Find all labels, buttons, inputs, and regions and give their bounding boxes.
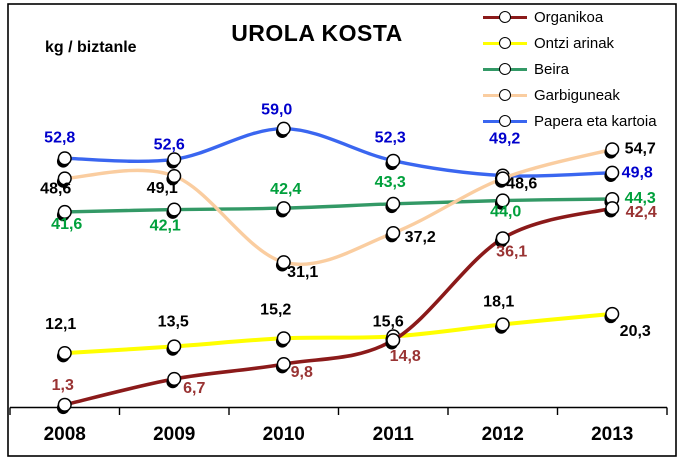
series-line-organikoa	[62, 206, 615, 407]
data-point-marker	[57, 171, 72, 186]
data-point-label: 13,5	[158, 313, 189, 330]
data-point-marker	[605, 165, 620, 180]
data-point-marker	[276, 357, 291, 372]
data-point-marker	[495, 231, 510, 246]
legend-label: Ontzi arinak	[534, 34, 615, 52]
legend-item-ontzi-arinak: Ontzi arinak	[483, 30, 657, 56]
data-point-label: 49,8	[622, 165, 653, 182]
data-point-marker	[276, 121, 291, 136]
data-point-label: 52,8	[44, 129, 75, 146]
data-point-label: 49,1	[147, 180, 178, 197]
data-point-label: 48,6	[40, 180, 71, 197]
x-axis-year-label: 2009	[153, 424, 195, 445]
x-axis-year-label: 2008	[44, 424, 86, 445]
data-point-marker	[167, 339, 182, 354]
legend-line-swatch	[483, 62, 527, 75]
data-point-label: 54,7	[625, 140, 656, 157]
data-point-marker	[386, 153, 401, 168]
data-point-label: 49,2	[489, 131, 520, 148]
data-point-marker	[386, 196, 401, 211]
x-axis-year-label: 2012	[482, 424, 524, 445]
data-point-label: 18,1	[483, 293, 514, 310]
data-point-marker	[495, 171, 510, 186]
y-axis-unit-label: kg / biztanle	[45, 39, 137, 56]
series-garbiguneak: 48,6 49,1 31,1 37,2 48,6 54,7	[40, 140, 656, 281]
series-ontzi-arinak: 12,1 13,5 15,2 15,6 18,1 20,3	[45, 293, 651, 363]
data-point-marker	[495, 317, 510, 332]
data-point-label: 42,4	[626, 204, 657, 221]
data-point-marker	[495, 193, 510, 208]
data-point-marker	[276, 201, 291, 216]
data-point-marker	[167, 371, 182, 386]
data-point-label: 15,6	[373, 313, 404, 330]
legend-marker-icon	[498, 62, 511, 75]
data-point-label: 37,2	[405, 229, 436, 246]
data-point-marker	[276, 331, 291, 346]
series-beira: 41,6 42,1 42,4 43,3 44,0 44,3	[51, 174, 656, 235]
legend-label: Beira	[534, 60, 570, 78]
data-point-marker	[57, 397, 72, 412]
legend-line-swatch	[483, 88, 527, 101]
series-line-papera-eta-kartoia	[63, 126, 614, 178]
data-point-label: 15,2	[260, 301, 291, 318]
series-line-garbiguneak	[63, 147, 614, 266]
series-organikoa: 1,3 6,7 9,8 14,8 36,1 42,4	[52, 201, 657, 415]
data-point-label: 1,3	[52, 377, 74, 394]
legend-item-organikoa: Organikoa	[483, 4, 657, 30]
data-point-marker	[167, 202, 182, 217]
series-line-ontzi-arinak	[62, 311, 615, 356]
data-point-label: 52,6	[154, 136, 185, 153]
series-line-beira	[63, 197, 614, 214]
legend-marker-icon	[498, 88, 511, 101]
x-axis-year-label: 2011	[373, 424, 415, 445]
data-point-label: 48,6	[506, 175, 537, 192]
chart-border	[7, 3, 677, 457]
data-point-marker	[167, 152, 182, 167]
legend-line-swatch	[483, 36, 527, 49]
data-point-label: 9,8	[291, 364, 313, 381]
legend-label: Papera eta kartoia	[534, 112, 657, 130]
legend-line-swatch	[483, 10, 527, 23]
data-point-label: 36,1	[496, 243, 527, 260]
x-axis-year-label: 2013	[591, 424, 633, 445]
chart-title: UROLA KOSTA	[231, 20, 403, 46]
legend-item-papera-eta-kartoia: Papera eta kartoia	[483, 108, 657, 134]
legend-marker-icon	[498, 114, 511, 127]
legend: Organikoa Ontzi arinak Beira Garbiguneak…	[483, 4, 657, 134]
data-point-marker	[605, 306, 620, 321]
legend-line-swatch	[483, 114, 527, 127]
data-point-marker	[386, 225, 401, 241]
data-point-marker	[57, 151, 72, 166]
data-point-label: 20,3	[620, 323, 651, 340]
data-point-marker	[605, 201, 620, 216]
legend-marker-icon	[498, 10, 511, 23]
data-point-label: 12,1	[45, 316, 76, 333]
legend-label: Garbiguneak	[534, 86, 620, 104]
data-point-marker	[386, 333, 401, 348]
legend-item-garbiguneak: Garbiguneak	[483, 82, 657, 108]
data-point-label: 44,3	[625, 190, 656, 207]
data-point-label: 31,1	[287, 264, 318, 281]
data-point-label: 59,0	[261, 102, 292, 119]
x-axis-year-label: 2010	[263, 424, 305, 445]
data-point-label: 42,4	[270, 181, 301, 198]
data-point-marker	[276, 255, 291, 270]
legend-label: Organikoa	[534, 8, 604, 26]
data-point-label: 6,7	[183, 380, 205, 397]
data-point-label: 52,3	[375, 130, 406, 147]
data-point-marker	[605, 142, 620, 157]
data-point-marker	[57, 204, 72, 219]
data-point-marker	[167, 169, 182, 184]
data-point-label: 43,3	[375, 174, 406, 191]
data-point-marker	[57, 346, 72, 361]
data-point-label: 41,6	[51, 216, 82, 233]
data-point-label: 42,1	[150, 218, 181, 235]
data-point-label: 14,8	[390, 348, 421, 365]
legend-marker-icon	[498, 36, 511, 49]
legend-item-beira: Beira	[483, 56, 657, 82]
data-point-label: 44,0	[490, 203, 521, 220]
